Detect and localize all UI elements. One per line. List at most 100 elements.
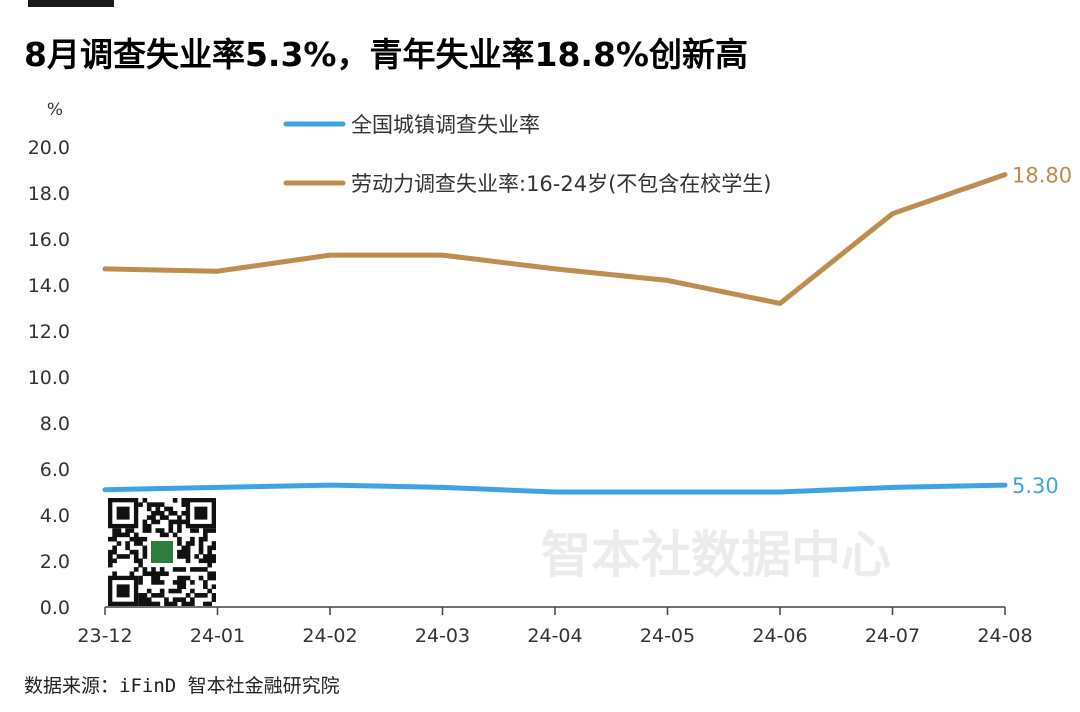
qr-module <box>155 506 161 512</box>
qr-module <box>164 601 169 607</box>
qr-module <box>129 528 135 533</box>
qr-module <box>164 571 169 577</box>
qr-module <box>138 562 143 568</box>
qr-module <box>172 580 178 585</box>
qr-module <box>138 597 143 602</box>
qr-module <box>181 502 187 507</box>
y-tick-label: 6.0 <box>40 459 70 481</box>
y-tick-label: 20.0 <box>28 137 70 159</box>
qr-module <box>177 541 182 546</box>
qr-module <box>203 528 208 533</box>
qr-module <box>112 545 117 551</box>
qr-module <box>181 549 187 555</box>
qr-module <box>177 536 182 542</box>
qr-module <box>190 580 195 585</box>
qr-module <box>142 498 148 503</box>
qr-module <box>211 571 217 577</box>
qr-module <box>164 532 169 538</box>
x-tick-label: 24-04 <box>527 625 582 647</box>
qr-module <box>125 532 130 538</box>
qr-module <box>207 549 212 555</box>
qr-module <box>133 554 139 559</box>
y-tick-label: 0.0 <box>40 597 70 619</box>
qr-module <box>159 528 165 533</box>
qr-module <box>138 580 143 585</box>
qr-module <box>112 528 117 533</box>
qr-module <box>151 510 156 516</box>
qr-module <box>190 567 195 572</box>
qr-module <box>172 597 178 602</box>
qr-module <box>125 545 130 551</box>
series-line <box>102 172 1008 306</box>
x-tick-label: 24-08 <box>977 625 1032 647</box>
qr-module <box>211 541 217 546</box>
qr-module <box>198 541 204 546</box>
y-tick-label: 18.0 <box>28 183 70 205</box>
qr-module <box>203 554 208 559</box>
qr-module <box>207 571 212 577</box>
qr-module <box>203 601 208 607</box>
qr-module <box>211 528 217 533</box>
qr-module <box>211 597 217 602</box>
qr-module <box>207 588 212 594</box>
qr-module <box>207 545 212 551</box>
qr-finder-inner <box>194 506 208 520</box>
qr-module <box>168 601 174 607</box>
qr-module <box>177 580 182 585</box>
y-axis-unit: % <box>47 100 63 120</box>
qr-module <box>177 519 182 525</box>
qr-module <box>172 519 178 525</box>
qr-module <box>181 545 187 551</box>
qr-module <box>112 558 117 564</box>
source-note: 数据来源：iFinD 智本社金融研究院 <box>24 675 340 697</box>
qr-module <box>116 528 122 533</box>
qr-module <box>125 528 130 533</box>
qr-module <box>211 545 217 551</box>
qr-module <box>177 523 182 529</box>
qr-module <box>155 601 161 607</box>
qr-module <box>146 528 152 533</box>
qr-module <box>190 588 195 594</box>
qr-module <box>177 528 182 533</box>
qr-module <box>203 532 208 538</box>
qr-module <box>142 597 148 602</box>
qr-module <box>116 541 122 546</box>
qr-module <box>207 558 212 564</box>
qr-module <box>108 558 113 564</box>
qr-module <box>185 558 191 564</box>
qr-module <box>155 575 161 581</box>
qr-module <box>177 584 182 590</box>
qr-module <box>177 567 182 572</box>
qr-module <box>198 549 204 555</box>
qr-module <box>172 532 178 538</box>
qr-module <box>108 549 113 555</box>
qr-module <box>207 528 212 533</box>
qr-module <box>172 498 178 503</box>
qr-module <box>142 519 148 525</box>
qr-code[interactable] <box>108 498 217 607</box>
qr-module <box>181 519 187 525</box>
qr-module <box>159 510 165 516</box>
qr-module <box>155 580 161 585</box>
qr-module <box>181 580 187 585</box>
qr-module <box>211 554 217 559</box>
qr-module <box>155 571 161 577</box>
qr-module <box>168 588 174 594</box>
qr-module <box>112 536 117 542</box>
qr-module <box>142 528 148 533</box>
qr-module <box>181 597 187 602</box>
qr-module <box>198 545 204 551</box>
qr-module <box>112 549 117 555</box>
qr-module <box>112 571 117 577</box>
qr-module <box>155 510 161 516</box>
qr-module <box>142 571 148 577</box>
qr-module <box>142 545 148 551</box>
qr-module <box>168 523 174 529</box>
qr-module <box>138 541 143 546</box>
x-tick-label: 24-07 <box>865 625 920 647</box>
qr-module <box>116 532 122 538</box>
qr-module <box>194 554 200 559</box>
qr-module <box>194 528 200 533</box>
series-line <box>102 482 1008 495</box>
qr-module <box>185 593 191 598</box>
